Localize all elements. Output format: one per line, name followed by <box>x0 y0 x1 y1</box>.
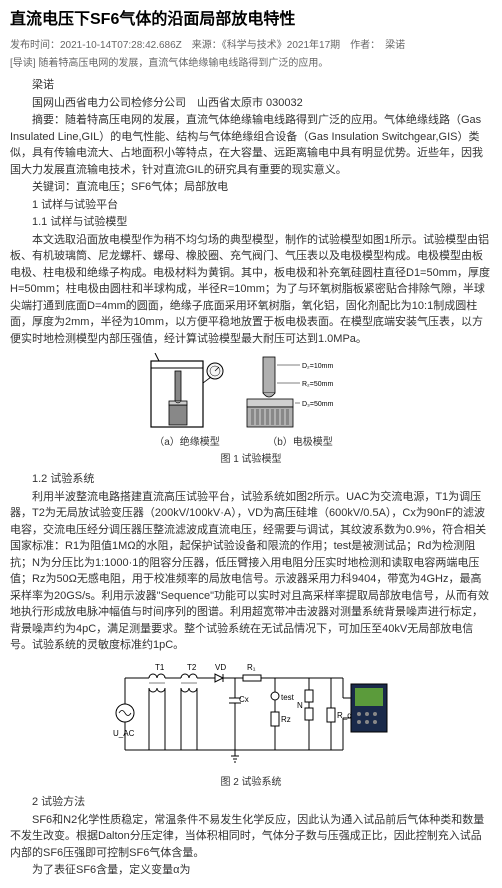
label-uac: U_AC <box>113 729 135 738</box>
meta-line: 发布时间：2021-10-14T07:28:42.686Z 来源：《科学与技术》… <box>10 38 492 53</box>
label-t2: T2 <box>187 663 197 672</box>
paragraph-2: SF6和N2化学性质稳定，常温条件不易发生化学反应，因此认为通入试品前后气体种类… <box>10 812 492 862</box>
heading-1-1: 1.1 试样与试验模型 <box>10 214 492 231</box>
label-cx: Cx <box>239 695 249 704</box>
paragraph-1-1: 本文选取沿面放电模型作为稍不均匀场的典型模型，制作的试验模型如图1所示。试验模型… <box>10 232 492 348</box>
label-d3: D₃=50mm <box>302 401 334 408</box>
label-n: N <box>297 701 303 710</box>
paragraph-2b: 为了表征SF6含量，定义变量α为 <box>10 862 492 879</box>
label-test: test <box>281 693 295 702</box>
label-rd: R_d <box>337 711 352 720</box>
abstract-body: 摘要：随着特高压电网的发展，直流气体绝缘输电线路得到广泛的应用。气体绝缘线路（G… <box>10 112 492 178</box>
figure-1a: （a）绝缘模型 <box>147 353 227 450</box>
insulation-model-icon <box>147 353 227 433</box>
circuit-diagram-icon: U_AC T1 T2 VD R₁ Cx test <box>111 658 391 768</box>
page-title: 直流电压下SF6气体的沿面局部放电特性 <box>10 8 492 32</box>
label-r1: R₁ <box>247 663 256 672</box>
figure-2-caption: 图 2 试验系统 <box>10 775 492 790</box>
label-t1: T1 <box>155 663 165 672</box>
figure-1b-label: （b）电极模型 <box>245 435 355 450</box>
label-vd: VD <box>215 663 226 672</box>
figure-1b: D₂=10mm R₂=50mm D₃=50mm （b）电极模型 <box>245 353 355 450</box>
affiliation: 国网山西省电力公司检修分公司 山西省太原市 030032 <box>10 95 492 112</box>
heading-2: 2 试验方法 <box>10 794 492 811</box>
heading-1: 1 试样与试验平台 <box>10 197 492 214</box>
author-name: 梁诺 <box>10 77 492 94</box>
heading-1-2: 1.2 试验系统 <box>10 471 492 488</box>
label-rz: Rz <box>281 715 291 724</box>
figure-2: U_AC T1 T2 VD R₁ Cx test <box>10 658 492 774</box>
label-r2: R₂=50mm <box>302 381 333 388</box>
figure-1-caption: 图 1 试验模型 <box>10 452 492 467</box>
electrode-model-icon: D₂=10mm R₂=50mm D₃=50mm <box>245 353 355 433</box>
figure-1a-label: （a）绝缘模型 <box>147 435 227 450</box>
label-d2: D₂=10mm <box>302 363 333 370</box>
paragraph-1-2: 利用半波整流电路搭建直流高压试验平台，试验系统如图2所示。UAC为交流电源，T1… <box>10 489 492 654</box>
abstract-lead: [导读] 随着特高压电网的发展，直流气体绝缘输电线路得到广泛的应用。 <box>10 56 492 71</box>
figure-1: （a）绝缘模型 D₂=10mm R₂=50mm D₃=50mm （b）电极模型 <box>10 353 492 450</box>
keywords: 关键词：直流电压；SF6气体；局部放电 <box>10 179 492 196</box>
